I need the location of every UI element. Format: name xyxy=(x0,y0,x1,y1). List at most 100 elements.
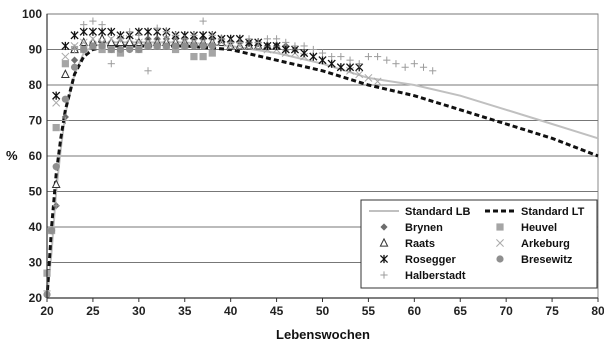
data-point xyxy=(419,63,428,71)
series-line-standard-lt xyxy=(45,44,599,299)
data-point xyxy=(199,31,208,40)
data-point xyxy=(79,38,88,47)
data-point xyxy=(208,42,216,50)
data-point xyxy=(337,53,345,61)
data-point xyxy=(60,69,70,78)
data-point xyxy=(199,42,207,50)
series-rosegger xyxy=(52,27,364,100)
legend-label: Bresewitz xyxy=(521,254,573,266)
data-point xyxy=(79,27,88,36)
data-point xyxy=(52,124,60,132)
data-point xyxy=(199,17,207,25)
data-point xyxy=(291,42,299,50)
data-point xyxy=(98,27,107,36)
data-point xyxy=(162,34,171,43)
data-point xyxy=(52,163,60,171)
data-point xyxy=(429,67,437,75)
series-halberstadt xyxy=(43,17,437,295)
data-point xyxy=(52,91,61,100)
data-point xyxy=(181,35,189,43)
data-point xyxy=(190,31,198,39)
data-point xyxy=(345,63,355,72)
data-point xyxy=(236,38,244,46)
legend-item-raats: Raats xyxy=(379,237,435,250)
legend-item-brynen: Brynen xyxy=(380,222,443,234)
data-point xyxy=(199,53,207,61)
data-point xyxy=(88,34,97,43)
data-point xyxy=(162,28,170,36)
y-tick-label: 40 xyxy=(29,220,43,234)
data-point xyxy=(98,42,106,50)
y-tick-label: 30 xyxy=(29,256,43,270)
x-tick-label: 75 xyxy=(545,304,559,318)
data-point xyxy=(272,35,281,43)
legend-label: Standard LT xyxy=(521,206,585,218)
data-point xyxy=(355,60,363,68)
data-point xyxy=(89,17,97,25)
data-point xyxy=(181,42,189,50)
series-bresewitz xyxy=(43,42,216,299)
data-point xyxy=(144,67,152,75)
data-point xyxy=(80,21,88,29)
data-point xyxy=(272,41,281,51)
x-tick-label: 55 xyxy=(362,304,376,318)
data-point xyxy=(153,42,161,50)
legend-marker xyxy=(380,223,388,231)
data-point xyxy=(245,35,253,43)
x-tick-label: 25 xyxy=(86,304,100,318)
data-point xyxy=(162,42,170,50)
y-tick-label: 90 xyxy=(29,43,43,57)
x-tick-label: 20 xyxy=(40,304,54,318)
data-point xyxy=(208,31,216,39)
data-point xyxy=(153,24,161,32)
data-point xyxy=(61,95,69,103)
data-point xyxy=(106,37,116,46)
data-point xyxy=(373,77,382,86)
x-axis-label: Lebenswochen xyxy=(276,327,370,342)
x-tick-label: 60 xyxy=(408,304,422,318)
data-point xyxy=(70,56,79,64)
data-point xyxy=(61,116,69,125)
legend-marker xyxy=(380,271,388,279)
data-point xyxy=(190,42,198,50)
data-point xyxy=(327,59,336,68)
data-point xyxy=(364,53,373,61)
legend-label: Raats xyxy=(405,238,435,250)
data-point xyxy=(89,42,97,50)
legend-marker xyxy=(496,239,504,247)
data-point xyxy=(383,56,391,64)
legend-item-rosegger: Rosegger xyxy=(379,254,456,266)
data-point xyxy=(107,34,116,43)
x-tick-label: 50 xyxy=(316,304,330,318)
data-point xyxy=(401,63,409,71)
data-point xyxy=(61,52,70,61)
data-point xyxy=(70,63,79,71)
data-point xyxy=(309,52,318,61)
data-point xyxy=(355,70,364,79)
data-point xyxy=(336,63,345,72)
legend-item-standard-lt: Standard LT xyxy=(485,206,585,218)
y-tick-label: 80 xyxy=(29,78,43,92)
plot-area xyxy=(43,17,599,299)
data-point xyxy=(171,31,180,39)
data-point xyxy=(107,27,116,36)
legend-box xyxy=(360,199,598,289)
data-point xyxy=(346,56,354,64)
data-point xyxy=(80,45,88,54)
data-point xyxy=(135,45,143,54)
y-tick-label: 20 xyxy=(29,291,43,305)
data-point xyxy=(374,53,382,61)
legend-label: Halberstadt xyxy=(405,270,466,282)
data-point xyxy=(116,45,125,54)
y-axis-label: % xyxy=(6,148,18,163)
legend-label: Heuvel xyxy=(521,222,557,234)
legend-marker xyxy=(496,223,504,231)
legend-item-arkeburg: Arkeburg xyxy=(496,238,570,250)
data-point xyxy=(392,60,400,68)
data-point xyxy=(318,56,327,65)
data-point xyxy=(51,179,61,188)
data-point xyxy=(107,45,115,54)
legend-label: Rosegger xyxy=(405,254,456,266)
data-point xyxy=(263,41,272,51)
